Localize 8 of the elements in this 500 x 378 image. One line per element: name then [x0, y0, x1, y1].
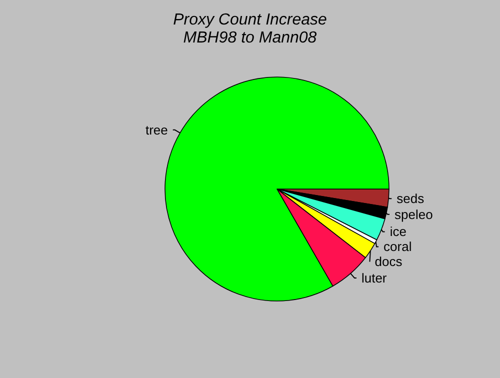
- chart-title: Proxy Count Increase MBH98 to Mann08: [173, 12, 328, 46]
- slice-label: luter: [361, 270, 388, 286]
- slice-label: docs: [374, 254, 403, 270]
- slice-label: ice: [390, 224, 406, 240]
- slice-label: speleo: [394, 206, 433, 222]
- slice-label: coral: [384, 239, 412, 254]
- slice-label: seds: [396, 191, 425, 206]
- slice-label: tree: [145, 122, 168, 138]
